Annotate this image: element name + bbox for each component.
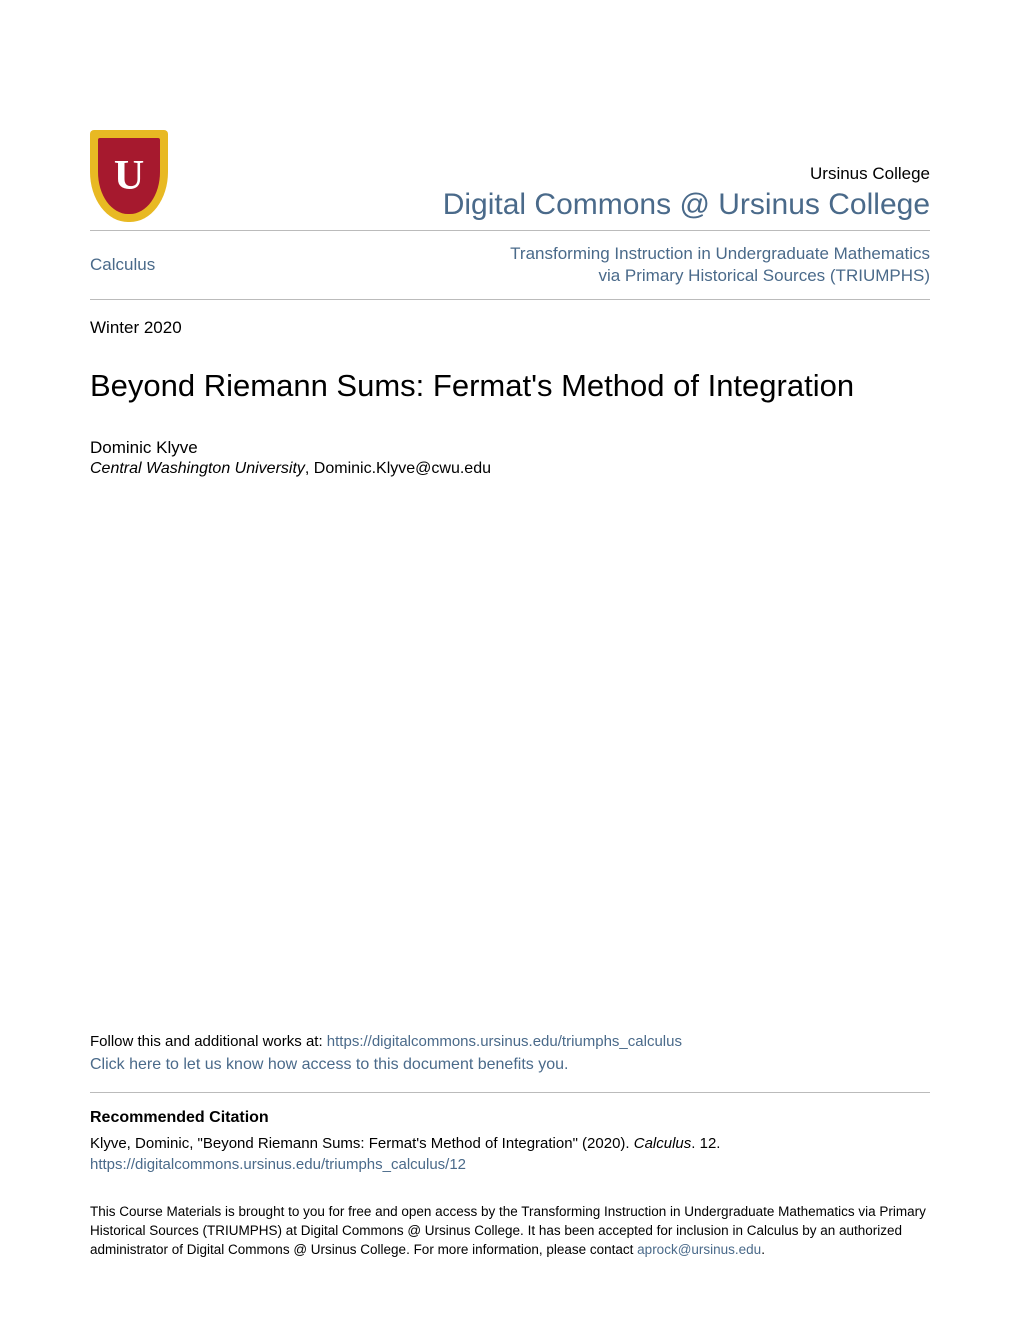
benefits-link[interactable]: Click here to let us know how access to … — [90, 1056, 930, 1074]
nav-program-link[interactable]: Transforming Instruction in Undergraduat… — [510, 243, 930, 287]
footer-prefix: This Course Materials is brought to you … — [90, 1204, 926, 1257]
logo: U — [90, 130, 168, 222]
breadcrumb-row: Calculus Transforming Instruction in Und… — [90, 231, 930, 299]
article-title: Beyond Riemann Sums: Fermat's Method of … — [90, 368, 930, 404]
citation-suffix: . 12. — [691, 1135, 720, 1152]
citation-text: Klyve, Dominic, "Beyond Riemann Sums: Fe… — [90, 1133, 930, 1154]
publication-date: Winter 2020 — [90, 318, 930, 338]
divider-citation — [90, 1092, 930, 1093]
follow-line: Follow this and additional works at: htt… — [90, 1033, 930, 1050]
author-email: Dominic.Klyve@cwu.edu — [314, 460, 491, 477]
lower-section: Follow this and additional works at: htt… — [90, 1033, 930, 1260]
institution-name: Ursinus College — [443, 164, 930, 184]
author-institution: Central Washington University — [90, 460, 305, 477]
follow-prefix: Follow this and additional works at: — [90, 1033, 327, 1050]
site-title-link[interactable]: Digital Commons @ Ursinus College — [443, 188, 930, 221]
logo-letter: U — [114, 152, 144, 200]
footer-email-link[interactable]: aprock@ursinus.edu — [637, 1242, 761, 1257]
header-row: U Ursinus College Digital Commons @ Ursi… — [90, 130, 930, 222]
citation-url-link[interactable]: https://digitalcommons.ursinus.edu/trium… — [90, 1156, 930, 1173]
nav-collection-link[interactable]: Calculus — [90, 255, 155, 275]
author-name: Dominic Klyve — [90, 438, 930, 458]
citation-series: Calculus — [634, 1135, 692, 1152]
logo-inner: U — [98, 138, 160, 214]
divider-nav — [90, 299, 930, 300]
author-sep: , — [305, 460, 314, 477]
citation-prefix: Klyve, Dominic, "Beyond Riemann Sums: Fe… — [90, 1135, 634, 1152]
footer-suffix: . — [761, 1242, 765, 1257]
footer-text: This Course Materials is brought to you … — [90, 1203, 930, 1260]
citation-heading: Recommended Citation — [90, 1109, 930, 1127]
header-right: Ursinus College Digital Commons @ Ursinu… — [443, 164, 930, 222]
follow-link[interactable]: https://digitalcommons.ursinus.edu/trium… — [327, 1033, 682, 1050]
logo-shield: U — [90, 130, 168, 222]
author-affiliation: Central Washington University, Dominic.K… — [90, 460, 930, 478]
